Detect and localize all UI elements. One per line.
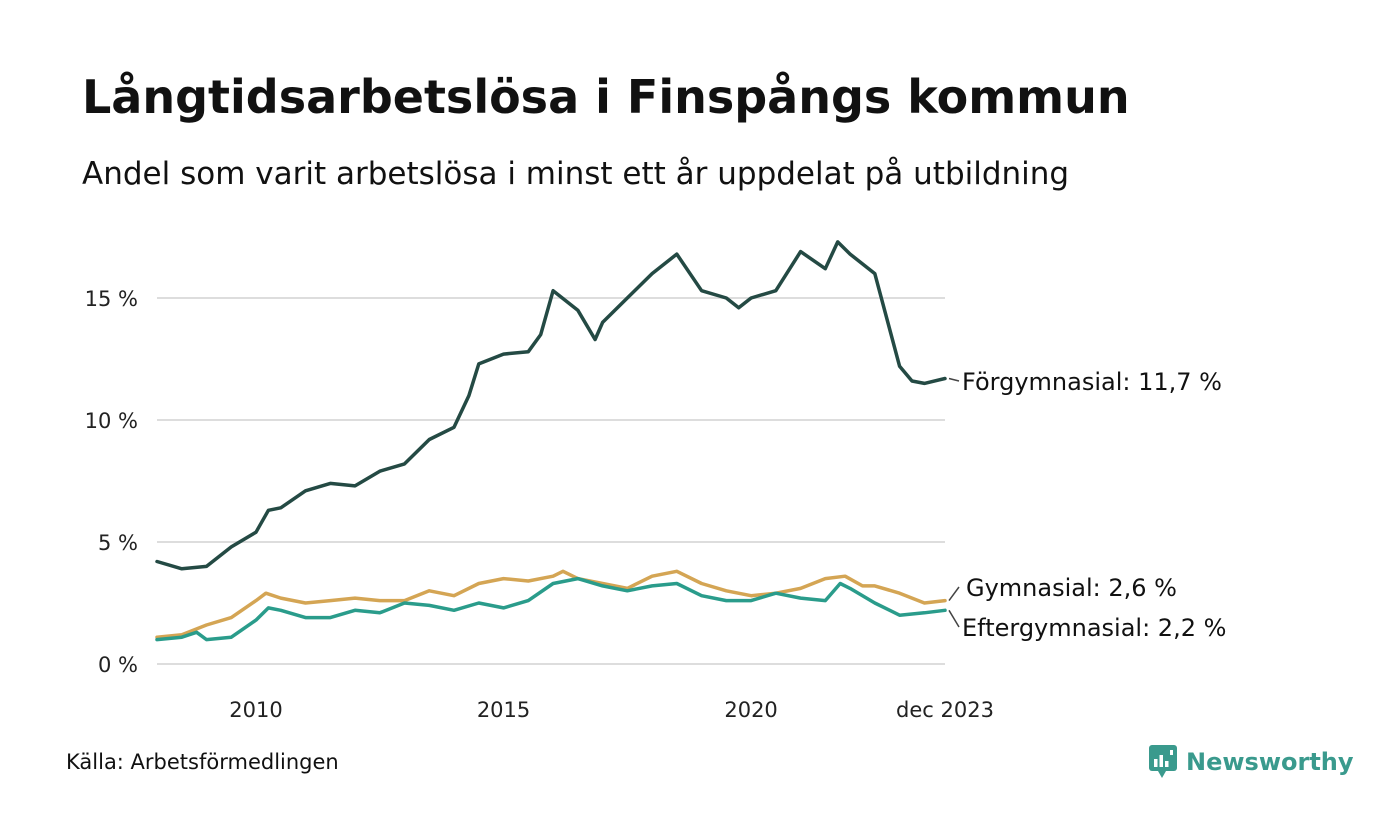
end-label-forgymnasial: Förgymnasial: 11,7 % (962, 368, 1222, 396)
leader-line-forgymnasial (948, 377, 960, 382)
source-note: Källa: Arbetsförmedlingen (66, 750, 339, 774)
leader-line-gymnasial (948, 586, 960, 602)
y-tick-label: 5 % (98, 531, 138, 555)
x-tick-label: 2020 (724, 698, 777, 722)
chart-title: Långtidsarbetslösa i Finspångs kommun (82, 70, 1130, 124)
series-lines (155, 240, 947, 642)
x-tick-label: 2010 (229, 698, 282, 722)
chart-subtitle: Andel som varit arbetslösa i minst ett å… (82, 156, 1070, 192)
newsworthy-chart-icon (1149, 745, 1177, 778)
y-tick-label: 15 % (85, 287, 138, 311)
end-label-eftergymnasial: Eftergymnasial: 2,2 % (962, 614, 1226, 642)
series-line-eftergymnasial (155, 576, 947, 642)
y-tick-label: 0 % (98, 653, 138, 677)
end-label-gymnasial: Gymnasial: 2,6 % (966, 574, 1177, 602)
x-tick-label: 2015 (477, 698, 530, 722)
series-line-forgymnasial (155, 240, 947, 571)
brand-logo: Newsworthy (1148, 744, 1354, 780)
leader-line-eftergymnasial (948, 609, 960, 628)
series-line-gymnasial (155, 569, 947, 639)
y-tick-label: 10 % (85, 409, 138, 433)
x-axis-ticks: 2010 2015 2020 dec 2023 (229, 698, 994, 722)
brand-name: Newsworthy (1186, 748, 1354, 776)
end-labels: Förgymnasial: 11,7 % Gymnasial: 2,6 % Efte… (948, 368, 1226, 642)
y-axis-ticks: 0 % 5 % 10 % 15 % (85, 287, 138, 677)
x-tick-label: dec 2023 (896, 698, 994, 722)
